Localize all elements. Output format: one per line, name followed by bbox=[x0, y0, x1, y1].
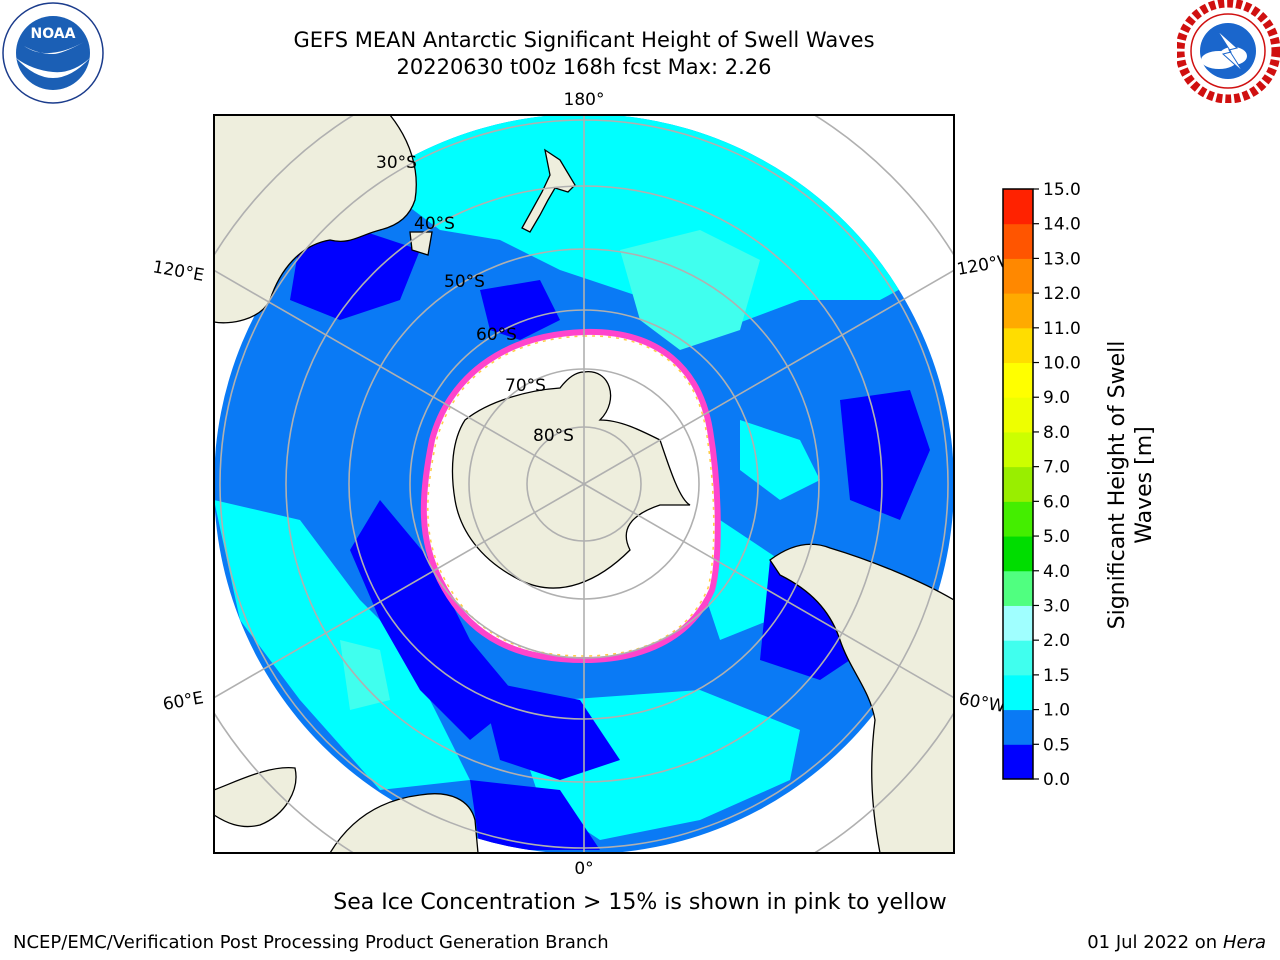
australia bbox=[214, 115, 417, 324]
footer-branch: NCEP/EMC/Verification Post Processing Pr… bbox=[13, 932, 609, 953]
colorbar-bin bbox=[1003, 640, 1033, 676]
colorbar-tick-label: 9.0 bbox=[1043, 388, 1070, 408]
lon-label-120e: 120°E bbox=[151, 257, 205, 286]
antarctica bbox=[451, 371, 691, 589]
colorbar-bin bbox=[1003, 570, 1033, 606]
footer-machine: Hera bbox=[1222, 932, 1266, 953]
colorbar-bin bbox=[1003, 258, 1033, 294]
map-frame bbox=[213, 114, 955, 854]
colorbar-tick-label: 4.0 bbox=[1043, 562, 1070, 582]
colorbar-bin bbox=[1003, 293, 1033, 329]
south-america bbox=[769, 543, 954, 853]
sea-ice-note: Sea Ice Concentration > 15% is shown in … bbox=[333, 890, 947, 915]
colorbar-bin bbox=[1003, 709, 1033, 745]
map-subtitle-forecast: 20220630 t00z 168h fcst Max: 2.26 bbox=[396, 55, 772, 79]
colorbar-bin bbox=[1003, 431, 1033, 468]
colorbar-label-line2: Waves [m] bbox=[1132, 426, 1157, 543]
colorbar-bin bbox=[1003, 605, 1033, 641]
colorbar-bin bbox=[1003, 223, 1033, 259]
lat-label-80s: 80°S bbox=[533, 426, 574, 446]
lat-label-70s: 70°S bbox=[505, 376, 546, 396]
colorbar-label: Significant Height of Swell Waves [m] bbox=[1105, 341, 1157, 630]
colorbar-tick-label: 7.0 bbox=[1043, 458, 1070, 478]
lat-label-60s: 60°S bbox=[476, 325, 517, 345]
colorbar: 0.0 0.5 1.0 1.5 2.0 3.0 4.0 5.0 6.0 7.0 8.0 9.0 10.0… bbox=[1002, 180, 1081, 790]
colorbar-bin bbox=[1003, 327, 1033, 364]
lon-label-180: 180° bbox=[564, 90, 605, 110]
colorbar-tick-label: 15.0 bbox=[1043, 180, 1081, 200]
colorbar-tick-label: 12.0 bbox=[1043, 284, 1081, 304]
nws-logo bbox=[1177, 0, 1280, 103]
colorbar-tick-label: 6.0 bbox=[1043, 492, 1070, 512]
footer-date-text: 01 Jul 2022 on bbox=[1087, 932, 1223, 953]
lat-label-50s: 50°S bbox=[444, 272, 485, 292]
colorbar-bin bbox=[1003, 362, 1033, 398]
colorbar-frame bbox=[1002, 188, 1034, 780]
colorbar-tick-label: 13.0 bbox=[1043, 249, 1081, 269]
lon-label-0: 0° bbox=[574, 859, 593, 879]
colorbar-tick-label: 2.0 bbox=[1043, 631, 1070, 651]
colorbar-bin bbox=[1003, 189, 1033, 225]
colorbar-tick-label: 0.0 bbox=[1043, 770, 1070, 790]
colorbar-tick-label: 14.0 bbox=[1043, 215, 1081, 235]
footer-date: 01 Jul 2022 on Hera bbox=[1087, 932, 1266, 953]
new-zealand bbox=[521, 148, 576, 233]
colorbar-label-line1: Significant Height of Swell bbox=[1105, 341, 1130, 630]
colorbar-bin bbox=[1003, 501, 1033, 537]
map-title: GEFS MEAN Antarctic Significant Height o… bbox=[293, 28, 875, 52]
colorbar-bin bbox=[1003, 397, 1033, 433]
lon-label-60e: 60°E bbox=[161, 688, 205, 715]
colorbar-tick-label: 3.0 bbox=[1043, 596, 1070, 616]
noaa-logo-text: NOAA bbox=[31, 26, 76, 42]
colorbar-tick-label: 1.0 bbox=[1043, 701, 1070, 721]
madagascar bbox=[214, 766, 297, 828]
colorbar-tick-label: 5.0 bbox=[1043, 527, 1070, 547]
colorbar-bin bbox=[1003, 674, 1033, 711]
graticule bbox=[214, 115, 954, 853]
africa bbox=[329, 793, 479, 853]
noaa-logo: NOAA bbox=[2, 2, 104, 104]
colorbar-bin bbox=[1003, 744, 1033, 780]
colorbar-tick-label: 11.0 bbox=[1043, 319, 1081, 339]
lat-label-40s: 40°S bbox=[414, 214, 455, 234]
colorbar-tick-label: 0.5 bbox=[1043, 735, 1070, 755]
colorbar-tick-label: 1.5 bbox=[1043, 666, 1070, 686]
colorbar-tick-label: 8.0 bbox=[1043, 423, 1070, 443]
colorbar-bin bbox=[1003, 536, 1033, 572]
colorbar-bin bbox=[1003, 466, 1033, 502]
lat-label-30s: 30°S bbox=[376, 153, 417, 173]
colorbar-tick-label: 10.0 bbox=[1043, 354, 1081, 374]
